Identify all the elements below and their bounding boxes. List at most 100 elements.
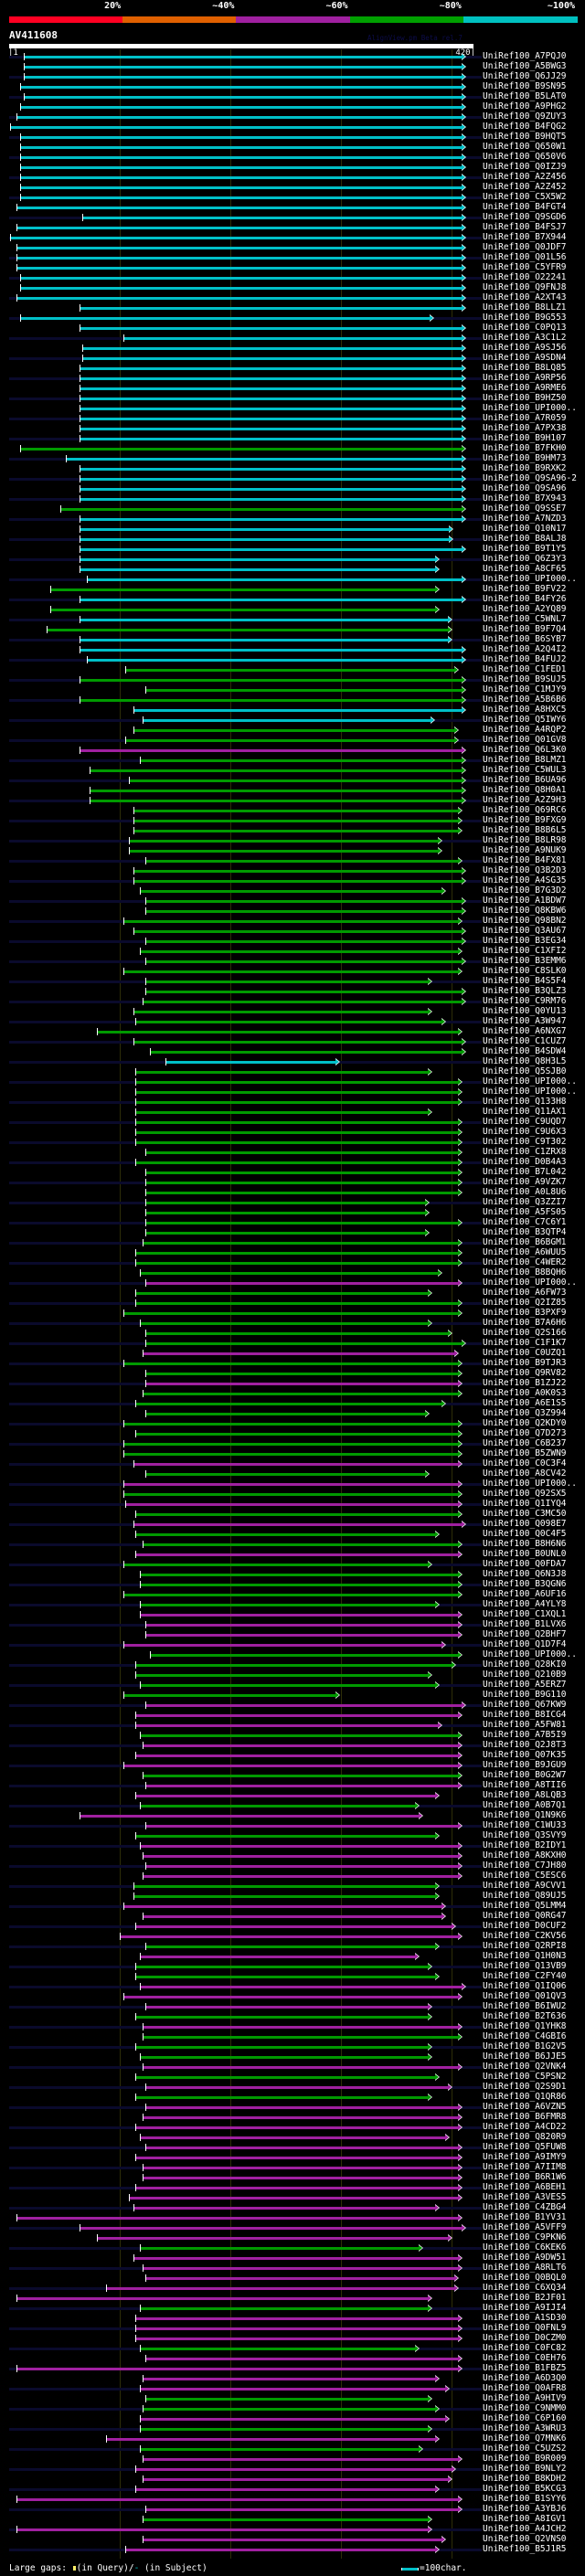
hit-label[interactable]: UniRef100_C1ZRX8 [483,1147,567,1157]
hit-label[interactable]: UniRef100_Q1IQ06 [483,1981,567,1991]
hit-label[interactable]: UniRef100_B6FMR8 [483,2112,567,2122]
alignment-bar[interactable] [133,870,463,873]
alignment-bar[interactable] [16,297,463,300]
hit-label[interactable]: UniRef100_C1WU33 [483,1820,567,1830]
hit-label[interactable]: UniRef100_Q3B2D3 [483,865,567,875]
alignment-bar[interactable] [139,1845,460,1848]
hit-label[interactable]: UniRef100_A6BEH1 [483,2182,567,2192]
hit-label[interactable]: UniRef100_A6E1S5 [483,1398,567,1408]
hit-label[interactable]: UniRef100_B1LVX6 [483,1619,567,1629]
hit-label[interactable]: UniRef100_C9PKN6 [483,2232,567,2242]
hit-label[interactable]: UniRef100_Q69RC6 [483,805,567,815]
alignment-bar[interactable] [128,779,463,782]
hit-label[interactable]: UniRef100_B9T1Y5 [483,544,567,554]
hit-label[interactable]: UniRef100_Q9SA96 [483,483,567,493]
hit-label[interactable]: UniRef100_Q9SGD6 [483,212,567,222]
alignment-bar[interactable] [134,1795,436,1797]
alignment-bar[interactable] [80,307,463,310]
alignment-bar[interactable] [80,1815,420,1818]
hit-label[interactable]: UniRef100_B9SUJ5 [483,674,567,684]
alignment-bar[interactable] [80,428,463,430]
hit-label[interactable]: UniRef100_Q1YHK8 [483,2021,567,2031]
alignment-bar[interactable] [20,186,463,189]
hit-label[interactable]: UniRef100_C0FC82 [483,2343,567,2353]
hit-label[interactable]: UniRef100_Q9ZUY3 [483,111,567,122]
alignment-bar[interactable] [122,920,460,923]
alignment-bar[interactable] [144,940,463,943]
hit-label[interactable]: UniRef100_C6P160 [483,2413,567,2423]
hit-label[interactable]: UniRef100_Q6N3J8 [483,1569,567,1579]
alignment-bar[interactable] [139,1322,430,1325]
alignment-bar[interactable] [134,1091,460,1094]
hit-label[interactable]: UniRef100_B3QGN6 [483,1579,567,1589]
alignment-bar[interactable] [143,1001,463,1003]
alignment-bar[interactable] [90,790,463,792]
hit-label[interactable]: UniRef100_C5X5W2 [483,192,567,202]
alignment-bar[interactable] [139,1574,460,1576]
hit-label[interactable]: UniRef100_C4ZBG4 [483,2202,567,2212]
hit-label[interactable]: UniRef100_Q1D7F4 [483,1639,567,1649]
hit-label[interactable]: UniRef100_Q0BQL0 [483,2273,567,2283]
alignment-bar[interactable] [144,1212,426,1214]
hit-label[interactable]: UniRef100_B6SYB7 [483,634,567,644]
hit-label[interactable]: UniRef100_B1ZJ22 [483,1378,567,1388]
hit-label[interactable]: UniRef100_Q210B9 [483,1670,567,1680]
hit-label[interactable]: UniRef100_O22241 [483,272,567,282]
alignment-bar[interactable] [139,1272,440,1275]
hit-label[interactable]: UniRef100_A6VZN5 [483,2102,567,2112]
hit-label[interactable]: UniRef100_A0B7Q1 [483,1800,567,1810]
alignment-bar[interactable] [134,1433,460,1436]
alignment-bar[interactable] [133,729,456,732]
hit-label[interactable]: UniRef100_Q2S166 [483,1328,567,1338]
alignment-bar[interactable] [144,1182,460,1184]
alignment-bar[interactable] [16,227,463,229]
hit-label[interactable]: UniRef100_C4GBI6 [483,2031,567,2041]
alignment-bar[interactable] [16,2217,460,2220]
hit-label[interactable]: UniRef100_B8LMZ1 [483,755,567,765]
alignment-bar[interactable] [16,257,463,260]
hit-label[interactable]: UniRef100_A2Q4I2 [483,644,567,654]
alignment-bar[interactable] [134,1141,460,1144]
alignment-bar[interactable] [122,1423,460,1426]
hit-label[interactable]: UniRef100_B9RXK2 [483,463,567,473]
hit-label[interactable]: UniRef100_Q2S9D1 [483,2082,567,2092]
hit-label[interactable]: UniRef100_B4FX81 [483,855,567,865]
alignment-bar[interactable] [144,1332,450,1335]
alignment-bar[interactable] [23,76,463,79]
alignment-bar[interactable] [134,1121,460,1124]
hit-label[interactable]: UniRef100_B6IWU2 [483,2001,567,2011]
alignment-bar[interactable] [144,1373,460,1375]
alignment-bar[interactable] [125,739,456,742]
hit-label[interactable]: UniRef100_B9HZ50 [483,393,567,403]
hit-label[interactable]: UniRef100_C6KEK6 [483,2242,567,2253]
alignment-bar[interactable] [143,2458,460,2461]
hit-label[interactable]: UniRef100_B9H107 [483,433,567,443]
alignment-bar[interactable] [86,659,463,662]
alignment-bar[interactable] [139,2307,430,2310]
hit-label[interactable]: UniRef100_Q2IZ85 [483,1298,567,1308]
hit-label[interactable]: UniRef100_Q650W1 [483,142,567,152]
hit-label[interactable]: UniRef100_A3YBJ6 [483,2504,567,2514]
hit-label[interactable]: UniRef100_B8ALJ8 [483,534,567,544]
alignment-bar[interactable] [139,2448,420,2451]
hit-label[interactable]: UniRef100_A3WRU3 [483,2423,567,2433]
hit-label[interactable]: UniRef100_Q01QV3 [483,1991,567,2001]
hit-label[interactable]: UniRef100_Q9RV82 [483,1368,567,1378]
hit-label[interactable]: UniRef100_B8ICG4 [483,1710,567,1720]
hit-label[interactable]: UniRef100_C9UQD7 [483,1117,567,1127]
alignment-bar[interactable] [23,66,463,69]
alignment-bar[interactable] [80,498,463,501]
hit-label[interactable]: UniRef100_C9U6X3 [483,1127,567,1137]
alignment-bar[interactable] [122,1564,430,1566]
alignment-bar[interactable] [144,689,463,692]
alignment-bar[interactable] [80,2227,463,2230]
hit-label[interactable]: UniRef100_A6WUU5 [483,1247,567,1257]
hit-label[interactable]: UniRef100_C0PQ13 [483,323,567,333]
hit-label[interactable]: UniRef100_Q9SSE7 [483,504,567,514]
alignment-bar[interactable] [139,2418,446,2421]
alignment-bar[interactable] [80,468,463,471]
hit-label[interactable]: UniRef100_Q0AFR8 [483,2383,567,2393]
hit-label[interactable]: UniRef100_A2Z456 [483,172,567,182]
hit-label[interactable]: UniRef100_A8TII6 [483,1780,567,1790]
alignment-bar[interactable] [144,1634,460,1637]
